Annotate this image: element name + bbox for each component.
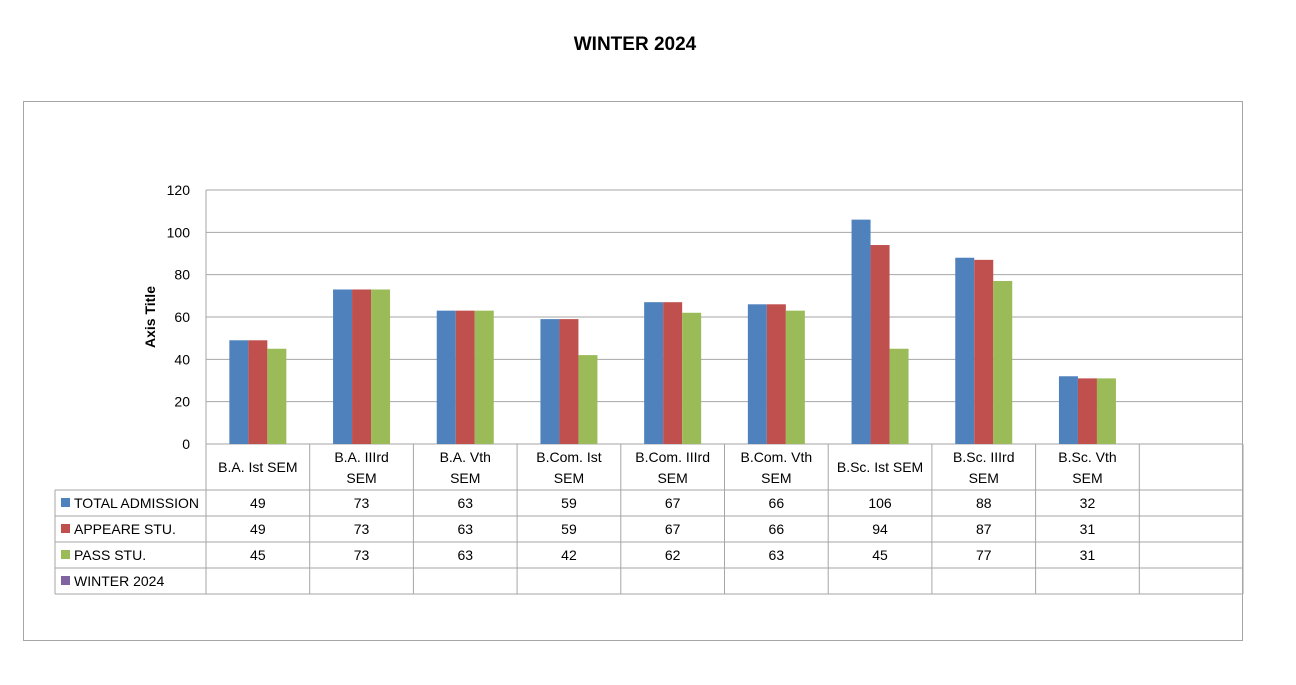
category-label: SEM	[346, 470, 376, 486]
bar	[540, 319, 560, 444]
bar	[889, 348, 909, 444]
data-value: 42	[561, 547, 577, 563]
bar	[870, 245, 890, 444]
data-value: 77	[976, 547, 992, 563]
bar	[333, 289, 353, 444]
category-label: SEM	[657, 470, 687, 486]
bar	[644, 302, 664, 444]
data-value: 31	[1080, 547, 1096, 563]
bar	[248, 340, 268, 444]
bar	[1096, 378, 1116, 444]
category-label: B.Sc. Vth	[1058, 449, 1116, 465]
category-label: B.A. Vth	[440, 449, 491, 465]
data-value: 87	[976, 521, 992, 537]
category-label: SEM	[554, 470, 584, 486]
bar	[766, 304, 786, 444]
series-name: WINTER 2024	[74, 573, 164, 589]
data-value: 62	[665, 547, 681, 563]
y-tick-label: 60	[174, 309, 190, 325]
bar	[352, 289, 372, 444]
data-value: 32	[1080, 495, 1096, 511]
data-value: 63	[457, 521, 473, 537]
data-value: 73	[354, 521, 370, 537]
bar	[747, 304, 767, 444]
data-value: 67	[665, 495, 681, 511]
data-value: 63	[457, 547, 473, 563]
series-name: PASS STU.	[74, 547, 146, 563]
data-value: 88	[976, 495, 992, 511]
category-label: B.Sc. Ist SEM	[837, 459, 923, 475]
data-value: 106	[868, 495, 892, 511]
category-label: SEM	[969, 470, 999, 486]
category-label: B.A. IIIrd	[334, 449, 388, 465]
data-value: 73	[354, 547, 370, 563]
category-label: SEM	[761, 470, 791, 486]
data-value: 45	[872, 547, 888, 563]
y-tick-label: 120	[167, 182, 191, 198]
y-tick-label: 80	[174, 267, 190, 283]
category-label: SEM	[450, 470, 480, 486]
y-tick-label: 100	[167, 224, 191, 240]
bar	[455, 310, 475, 444]
legend-key	[61, 576, 70, 585]
data-value: 31	[1080, 521, 1096, 537]
data-value: 49	[250, 495, 266, 511]
bar	[974, 259, 994, 444]
y-tick-label: 0	[182, 436, 190, 452]
category-label: B.Com. IIIrd	[635, 449, 710, 465]
chart-frame	[23, 101, 1243, 641]
data-value: 63	[769, 547, 785, 563]
bar	[682, 312, 702, 444]
bar	[785, 310, 805, 444]
data-value: 67	[665, 521, 681, 537]
bar	[1077, 378, 1097, 444]
category-label: SEM	[1072, 470, 1102, 486]
data-value: 66	[769, 521, 785, 537]
bar	[474, 310, 494, 444]
page-title: WINTER 2024	[573, 34, 697, 55]
data-value: 59	[561, 521, 577, 537]
data-value: 45	[250, 547, 266, 563]
bar	[993, 281, 1013, 444]
category-label: B.Sc. IIIrd	[953, 449, 1014, 465]
bar	[851, 219, 871, 444]
category-label: B.Com. Vth	[741, 449, 813, 465]
legend-key	[61, 550, 70, 559]
bar	[371, 289, 391, 444]
data-value: 59	[561, 495, 577, 511]
bar	[559, 319, 579, 444]
series-name: TOTAL ADMISSION	[74, 495, 199, 511]
bar	[1058, 376, 1078, 444]
bar	[663, 302, 683, 444]
data-value: 94	[872, 521, 888, 537]
y-tick-label: 40	[174, 351, 190, 367]
category-label: B.Com. Ist	[536, 449, 601, 465]
y-tick-label: 20	[174, 394, 190, 410]
data-value: 73	[354, 495, 370, 511]
series-name: APPEARE STU.	[74, 521, 176, 537]
bar	[955, 257, 975, 444]
bar	[578, 355, 598, 444]
data-value: 66	[769, 495, 785, 511]
category-label: B.A. Ist SEM	[218, 459, 297, 475]
legend-key	[61, 498, 70, 507]
data-value: 63	[457, 495, 473, 511]
bar	[229, 340, 249, 444]
legend-key	[61, 524, 70, 533]
y-axis-title: Axis Title	[142, 286, 158, 348]
bar	[267, 348, 287, 444]
data-value: 49	[250, 521, 266, 537]
bar	[436, 310, 456, 444]
